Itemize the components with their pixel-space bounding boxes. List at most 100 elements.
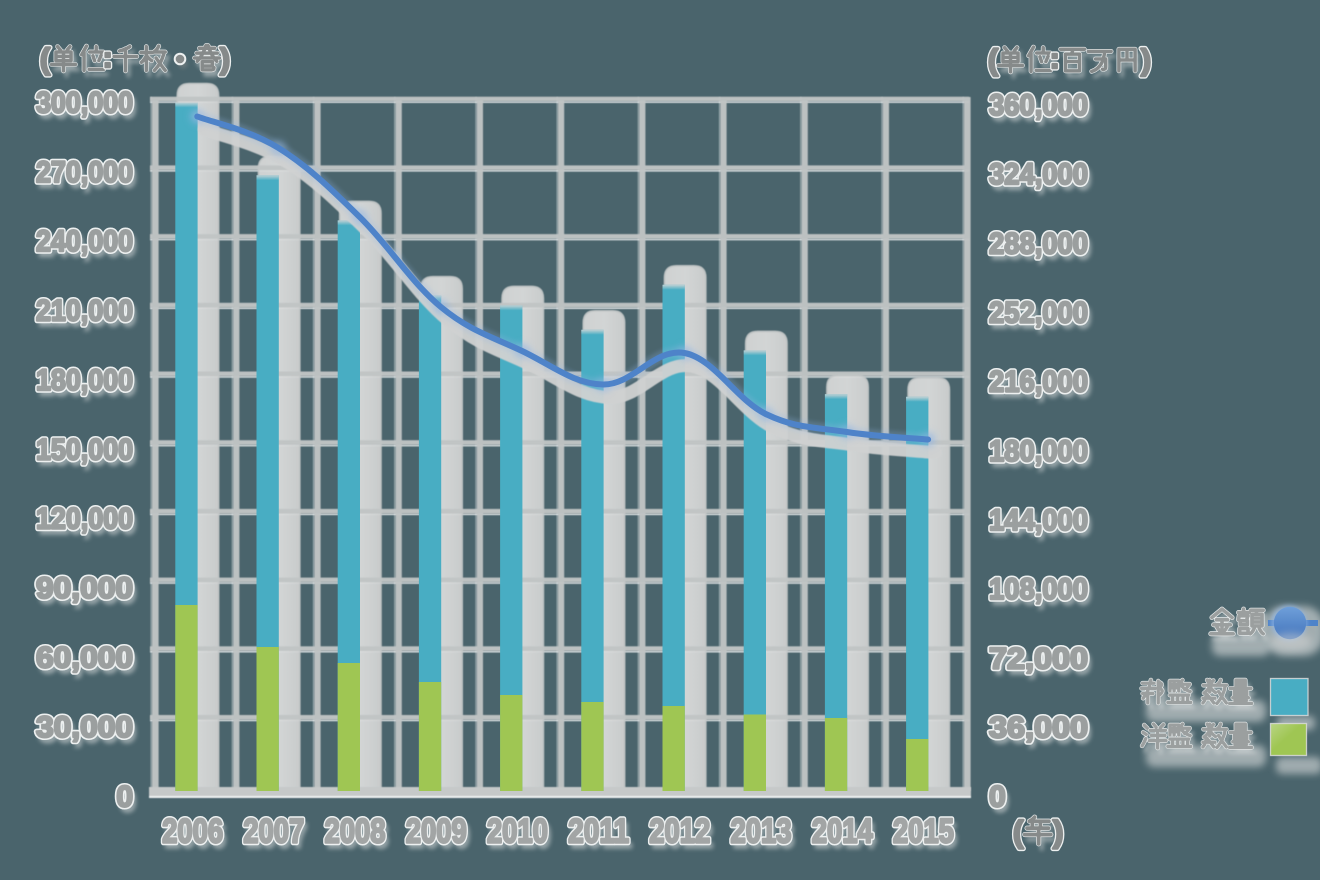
- svg-text:2006: 2006: [162, 813, 223, 851]
- svg-text:324,000: 324,000: [989, 158, 1088, 191]
- svg-text:2011: 2011: [568, 813, 629, 851]
- svg-text:360,000: 360,000: [992, 94, 1091, 127]
- svg-text:2013: 2013: [734, 818, 795, 856]
- svg-text:2008: 2008: [325, 813, 386, 851]
- svg-text:0: 0: [992, 786, 1009, 819]
- svg-text:2007: 2007: [246, 818, 307, 856]
- svg-text:2006: 2006: [165, 818, 226, 856]
- svg-text:2007: 2007: [243, 813, 304, 851]
- svg-text:60,000: 60,000: [39, 647, 136, 680]
- svg-text:240,000: 240,000: [36, 225, 133, 258]
- svg-text:30,000: 30,000: [36, 711, 133, 744]
- svg-text:2013: 2013: [731, 813, 792, 851]
- svg-text:2007: 2007: [243, 813, 304, 851]
- svg-text:0: 0: [116, 780, 133, 813]
- svg-text:): ): [220, 43, 230, 76]
- svg-text:2012: 2012: [649, 813, 710, 851]
- svg-text:30,000: 30,000: [36, 711, 133, 744]
- svg-text:210,000: 210,000: [36, 295, 133, 328]
- svg-text:2010: 2010: [487, 813, 548, 851]
- svg-text:2013: 2013: [731, 813, 792, 851]
- svg-text:): ): [1141, 44, 1151, 77]
- svg-text:2009: 2009: [406, 813, 467, 851]
- svg-text:2015: 2015: [893, 813, 954, 851]
- svg-text:360,000: 360,000: [989, 89, 1088, 122]
- svg-text:324,000: 324,000: [992, 163, 1091, 196]
- svg-text:252,000: 252,000: [989, 297, 1088, 330]
- svg-text:0: 0: [119, 785, 136, 818]
- svg-text:216,000: 216,000: [989, 366, 1088, 399]
- svg-text:120,000: 120,000: [39, 508, 136, 541]
- svg-text:2014: 2014: [812, 813, 873, 851]
- svg-text:2010: 2010: [490, 818, 551, 856]
- svg-text:): ): [1053, 814, 1063, 849]
- svg-text:216,000: 216,000: [989, 366, 1088, 399]
- svg-text:2008: 2008: [325, 813, 386, 851]
- svg-text:300,000: 300,000: [36, 86, 133, 119]
- svg-text:288,000: 288,000: [989, 227, 1088, 260]
- svg-text:240,000: 240,000: [39, 230, 136, 263]
- svg-text:288,000: 288,000: [989, 227, 1088, 260]
- svg-text:120,000: 120,000: [36, 503, 133, 536]
- svg-text:252,000: 252,000: [989, 297, 1088, 330]
- svg-text:72,000: 72,000: [992, 647, 1091, 680]
- svg-text:150,000: 150,000: [36, 433, 133, 466]
- svg-text:(: (: [1013, 814, 1024, 849]
- svg-text:288,000: 288,000: [992, 232, 1091, 265]
- svg-text:360,000: 360,000: [989, 89, 1088, 122]
- svg-text:2011: 2011: [571, 818, 632, 856]
- svg-text:36,000: 36,000: [992, 717, 1091, 750]
- svg-text:270,000: 270,000: [36, 156, 133, 189]
- svg-text:180,000: 180,000: [992, 440, 1091, 473]
- svg-text:): ): [220, 43, 230, 76]
- svg-text:36,000: 36,000: [989, 712, 1088, 745]
- svg-text:(: (: [988, 44, 998, 77]
- svg-text:2009: 2009: [409, 818, 470, 856]
- svg-text:60,000: 60,000: [36, 642, 133, 675]
- svg-text:2014: 2014: [812, 813, 873, 851]
- svg-text:2009: 2009: [406, 813, 467, 851]
- svg-text:144,000: 144,000: [989, 504, 1088, 537]
- svg-text:60,000: 60,000: [36, 642, 133, 675]
- svg-text:90,000: 90,000: [39, 577, 136, 610]
- svg-text:72,000: 72,000: [989, 642, 1088, 675]
- svg-text::: :: [1050, 43, 1059, 74]
- svg-text:216,000: 216,000: [992, 371, 1091, 404]
- svg-text:150,000: 150,000: [39, 438, 136, 471]
- svg-text:180,000: 180,000: [36, 364, 133, 397]
- svg-text:2008: 2008: [328, 818, 389, 856]
- svg-text:90,000: 90,000: [36, 572, 133, 605]
- svg-text:120,000: 120,000: [36, 503, 133, 536]
- svg-text:90,000: 90,000: [36, 572, 133, 605]
- svg-text:270,000: 270,000: [36, 156, 133, 189]
- svg-text:2015: 2015: [893, 813, 954, 851]
- svg-text:2012: 2012: [649, 813, 710, 851]
- svg-text:180,000: 180,000: [39, 369, 136, 402]
- svg-text:210,000: 210,000: [36, 295, 133, 328]
- svg-text:240,000: 240,000: [36, 225, 133, 258]
- svg-text:0: 0: [989, 781, 1006, 814]
- svg-text:300,000: 300,000: [39, 91, 136, 124]
- svg-text:150,000: 150,000: [36, 433, 133, 466]
- svg-text:2010: 2010: [487, 813, 548, 851]
- svg-text:(: (: [988, 44, 998, 77]
- svg-text:300,000: 300,000: [36, 86, 133, 119]
- svg-text:144,000: 144,000: [992, 509, 1091, 542]
- svg-text:(: (: [40, 43, 50, 76]
- svg-text:): ): [1141, 44, 1151, 77]
- svg-text:2011: 2011: [568, 813, 629, 851]
- svg-text:108,000: 108,000: [989, 573, 1088, 606]
- svg-text:180,000: 180,000: [989, 435, 1088, 468]
- svg-text:270,000: 270,000: [39, 161, 136, 194]
- svg-text::: :: [103, 42, 112, 73]
- svg-text:252,000: 252,000: [992, 302, 1091, 335]
- svg-text:2006: 2006: [162, 813, 223, 851]
- svg-text:72,000: 72,000: [989, 642, 1088, 675]
- svg-text:108,000: 108,000: [992, 578, 1091, 611]
- svg-text:2015: 2015: [896, 818, 957, 856]
- svg-text:2014: 2014: [815, 818, 876, 856]
- svg-text:): ): [1053, 814, 1063, 849]
- svg-text:324,000: 324,000: [989, 158, 1088, 191]
- svg-text:30,000: 30,000: [39, 716, 136, 749]
- svg-text:0: 0: [116, 780, 133, 813]
